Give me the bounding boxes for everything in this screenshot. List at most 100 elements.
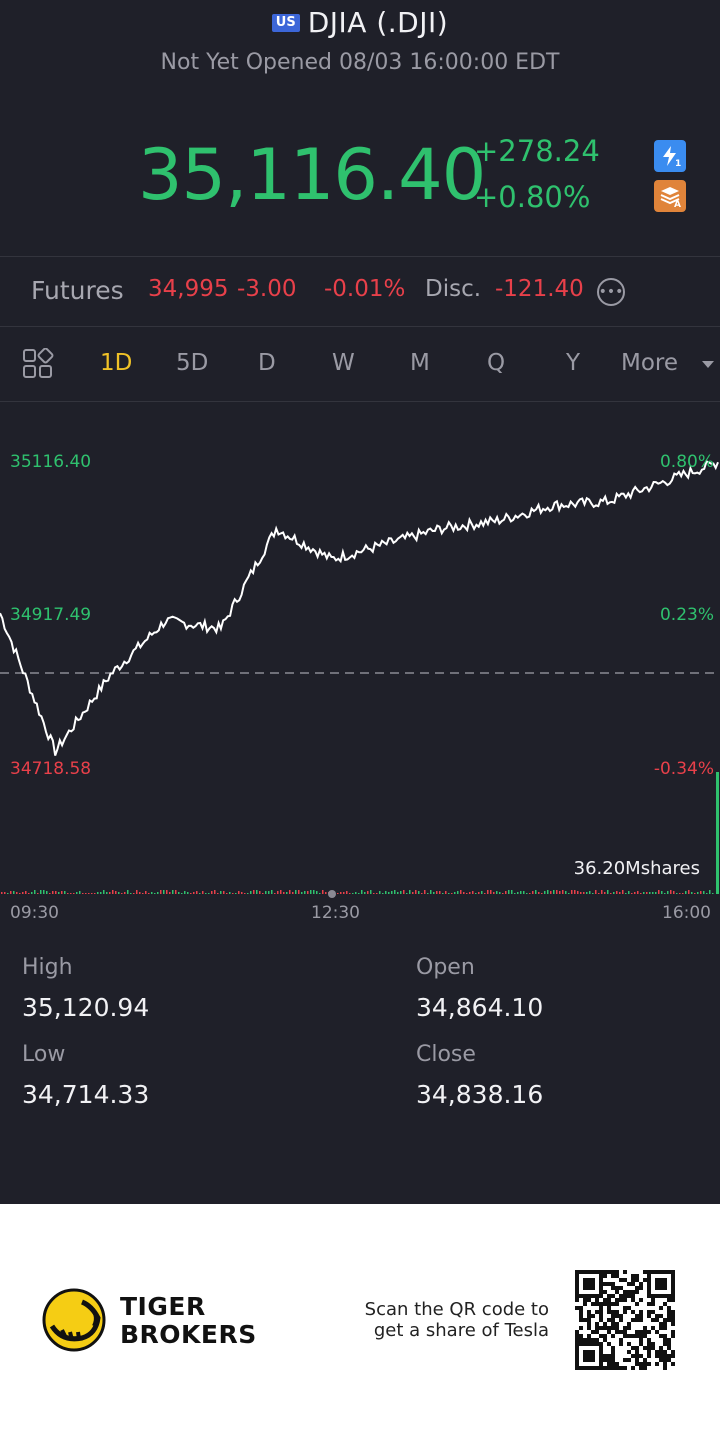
volume-bar	[478, 892, 480, 894]
volume-bar	[244, 893, 246, 894]
qr-module	[667, 1306, 671, 1310]
volume-bar	[412, 892, 414, 894]
futures-row[interactable]: Futures 34,995 -3.00 -0.01% Disc. -121.4…	[0, 276, 720, 312]
qr-module	[603, 1366, 607, 1370]
volume-bar	[712, 893, 714, 894]
volume-bar	[376, 893, 378, 894]
tab-more[interactable]: More	[621, 350, 679, 376]
volume-bar	[523, 891, 525, 894]
intraday-chart[interactable]: 35116.40 34917.49 34718.58 0.80% 0.23% -…	[0, 402, 720, 923]
qr-module	[607, 1270, 611, 1274]
volume-bar	[85, 893, 87, 894]
volume-bar	[94, 893, 96, 894]
qr-module	[627, 1358, 631, 1362]
tab-1d[interactable]: 1D	[100, 350, 133, 376]
lightning-icon[interactable]: 1	[654, 140, 686, 172]
more-circle-icon[interactable]: •••	[597, 278, 625, 306]
volume-bar	[511, 890, 513, 894]
volume-bar	[688, 890, 690, 894]
tab-d[interactable]: D	[258, 350, 276, 376]
volume-bar	[169, 892, 171, 894]
volume-bar	[484, 893, 486, 894]
qr-module	[599, 1310, 603, 1314]
volume-bar	[415, 890, 417, 894]
qr-module	[615, 1310, 619, 1314]
tab-q[interactable]: Q	[487, 350, 506, 376]
qr-module	[615, 1322, 619, 1326]
volume-bar	[316, 891, 318, 894]
qr-module	[639, 1366, 643, 1370]
open-label: Open	[416, 955, 475, 980]
qr-module	[663, 1358, 667, 1362]
tab-5d[interactable]: 5D	[176, 350, 209, 376]
qr-module	[587, 1310, 591, 1314]
volume-bar	[295, 890, 297, 894]
qr-module	[595, 1326, 599, 1330]
qr-module	[615, 1362, 619, 1366]
qr-module	[655, 1354, 659, 1358]
qr-module	[587, 1298, 591, 1302]
qr-module	[623, 1310, 627, 1314]
volume-bar	[634, 892, 636, 894]
volume-bar	[283, 892, 285, 894]
qr-module	[639, 1334, 643, 1338]
svg-text:A: A	[674, 200, 681, 208]
qr-module	[595, 1298, 599, 1302]
volume-bar	[82, 893, 84, 894]
volume-bar	[388, 892, 390, 894]
qr-module	[655, 1318, 659, 1322]
qr-module	[619, 1298, 623, 1302]
volume-bar	[442, 893, 444, 894]
volume-bar	[34, 890, 36, 894]
qr-module	[591, 1330, 595, 1334]
volume-bar	[43, 890, 45, 894]
volume-bar	[613, 892, 615, 894]
volume-bar	[274, 893, 276, 894]
volume-bar	[121, 893, 123, 894]
volume-bar	[517, 892, 519, 894]
qr-module	[615, 1330, 619, 1334]
qr-module	[635, 1350, 639, 1354]
volume-bar	[346, 891, 348, 894]
qr-module	[631, 1290, 635, 1294]
qr-module	[603, 1298, 607, 1302]
qr-module	[659, 1350, 663, 1354]
y-label-mid: 34917.49	[10, 605, 92, 625]
volume-bar	[280, 890, 282, 894]
tab-m[interactable]: M	[410, 350, 430, 376]
volume-bar	[691, 892, 693, 894]
qr-module	[671, 1310, 675, 1314]
volume-bar	[154, 893, 156, 894]
volume-bar	[697, 892, 699, 894]
volume-bar	[439, 891, 441, 894]
volume-bar	[475, 893, 477, 894]
qr-module	[611, 1274, 615, 1278]
qr-code[interactable]	[575, 1270, 675, 1370]
qr-module	[603, 1334, 607, 1338]
volume-bar	[355, 892, 357, 894]
qr-module	[599, 1326, 603, 1330]
layers-icon[interactable]: A	[654, 180, 686, 212]
chevron-down-icon[interactable]	[701, 360, 715, 370]
midday-marker	[328, 890, 336, 898]
volume-bar	[547, 890, 549, 894]
qr-module	[647, 1346, 651, 1350]
volume-bar	[337, 893, 339, 894]
volume-bar	[499, 892, 501, 894]
qr-module	[667, 1354, 671, 1358]
qr-module	[663, 1322, 667, 1326]
divider	[0, 256, 720, 257]
qr-module	[643, 1330, 647, 1334]
volume-bar	[277, 891, 279, 894]
volume-bar	[340, 892, 342, 894]
qr-module	[579, 1310, 583, 1314]
grid-icon[interactable]	[22, 348, 54, 380]
qr-module	[599, 1318, 603, 1322]
volume-bar	[658, 890, 660, 894]
qr-module	[639, 1354, 643, 1358]
tab-w[interactable]: W	[332, 350, 355, 376]
qr-module	[639, 1342, 643, 1346]
tab-y[interactable]: Y	[566, 350, 581, 376]
volume-bar	[445, 891, 447, 894]
volume-bar	[667, 891, 669, 894]
